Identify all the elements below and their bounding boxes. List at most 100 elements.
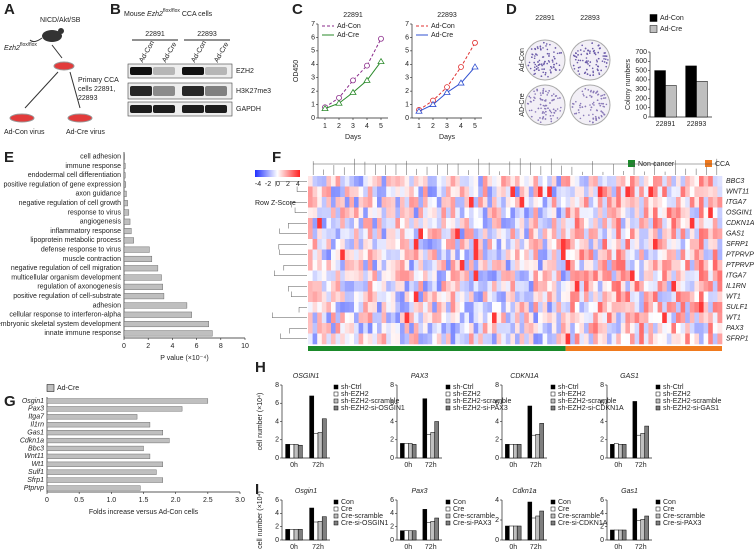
heat-cell [487, 239, 493, 250]
y-tick-label: 200 [635, 95, 647, 102]
heat-cell [492, 218, 497, 229]
heat-cell [602, 333, 608, 345]
heat-cell [450, 228, 456, 240]
colony [539, 121, 542, 124]
heat-cell [694, 228, 700, 240]
heat-cell [607, 312, 612, 324]
colony [534, 93, 536, 95]
colony [582, 59, 584, 62]
heat-cell [469, 312, 474, 324]
heat-cell [607, 260, 612, 271]
heat-cell [395, 333, 401, 345]
y-axis-label: cell number (×10⁴) [257, 491, 264, 549]
heat-cell [588, 260, 594, 271]
heat-cell [446, 218, 451, 229]
heat-cell [524, 260, 530, 271]
heat-cell [492, 302, 497, 313]
heat-cell [699, 323, 704, 334]
heat-cell [597, 197, 603, 208]
heat-cell [542, 323, 548, 334]
colony [550, 67, 553, 69]
legend-label: Cre-si-PAX3 [453, 520, 491, 527]
heat-cell [565, 281, 571, 292]
heat-cell [349, 312, 355, 324]
heat-cell [712, 207, 718, 219]
heat-cell [616, 302, 622, 313]
heat-cell [321, 218, 327, 229]
heat-cell [519, 176, 525, 187]
heat-cell [478, 291, 484, 303]
heat-cell [574, 302, 580, 313]
heat-cell [643, 176, 649, 187]
heat-cell [561, 312, 566, 324]
colony [605, 62, 608, 64]
heat-cell [712, 260, 718, 271]
bar [430, 521, 435, 541]
colony [542, 111, 544, 113]
colony [572, 102, 574, 105]
heat-cell [317, 218, 323, 229]
heat-cell [344, 281, 350, 292]
legend-swatch [445, 520, 451, 526]
colony [527, 64, 530, 67]
heat-cell [712, 281, 718, 292]
colony [575, 112, 578, 115]
heat-cell [331, 291, 336, 303]
heat-cell [556, 249, 562, 261]
heat-cell [331, 302, 336, 313]
colony [539, 45, 542, 47]
heat-cell [455, 270, 461, 282]
heat-cell [561, 333, 566, 345]
chart-title: Pax3 [412, 488, 428, 495]
heat-cell [317, 302, 323, 313]
heat-cell [524, 323, 530, 334]
heat-cell [565, 186, 571, 198]
heat-cell [570, 302, 576, 313]
heat-cell [487, 270, 493, 282]
colony [547, 92, 549, 94]
y-tick-label: 0 [390, 455, 394, 462]
heat-cell [404, 281, 410, 292]
heat-cell [409, 218, 415, 229]
heat-cell [469, 228, 474, 240]
heat-cell [538, 312, 543, 324]
heat-cell [528, 197, 534, 208]
heat-cell [487, 323, 493, 334]
marker [350, 77, 356, 84]
heat-cell [317, 176, 323, 187]
bar [654, 70, 666, 118]
heat-cell [354, 186, 359, 198]
bar [434, 421, 439, 459]
bar [400, 530, 405, 541]
heat-cell [505, 207, 511, 219]
heat-cell [579, 333, 585, 345]
heat-cell [584, 333, 589, 345]
heat-cell [689, 197, 695, 208]
colony [578, 111, 580, 114]
heat-cell [358, 239, 364, 250]
heat-cell [616, 197, 622, 208]
heat-cell [643, 291, 649, 303]
colony [603, 58, 605, 60]
colony [594, 115, 597, 118]
heat-cell [524, 197, 530, 208]
heat-cell [602, 228, 608, 240]
heat-cell [611, 333, 617, 345]
bar [632, 401, 638, 459]
heat-cell [455, 333, 461, 345]
heat-cell [455, 291, 461, 303]
heat-cell [446, 249, 451, 261]
bar [404, 530, 409, 541]
heat-cell [694, 197, 700, 208]
heat-cell [676, 281, 681, 292]
heat-cell [432, 218, 438, 229]
heat-cell [666, 207, 672, 219]
heat-cell [542, 239, 548, 250]
colony [528, 109, 531, 112]
heat-cell [551, 207, 557, 219]
heat-cell [505, 281, 511, 292]
colony [595, 92, 597, 94]
heat-cell [556, 228, 562, 240]
marker [415, 107, 423, 114]
heat-cell [312, 218, 318, 229]
